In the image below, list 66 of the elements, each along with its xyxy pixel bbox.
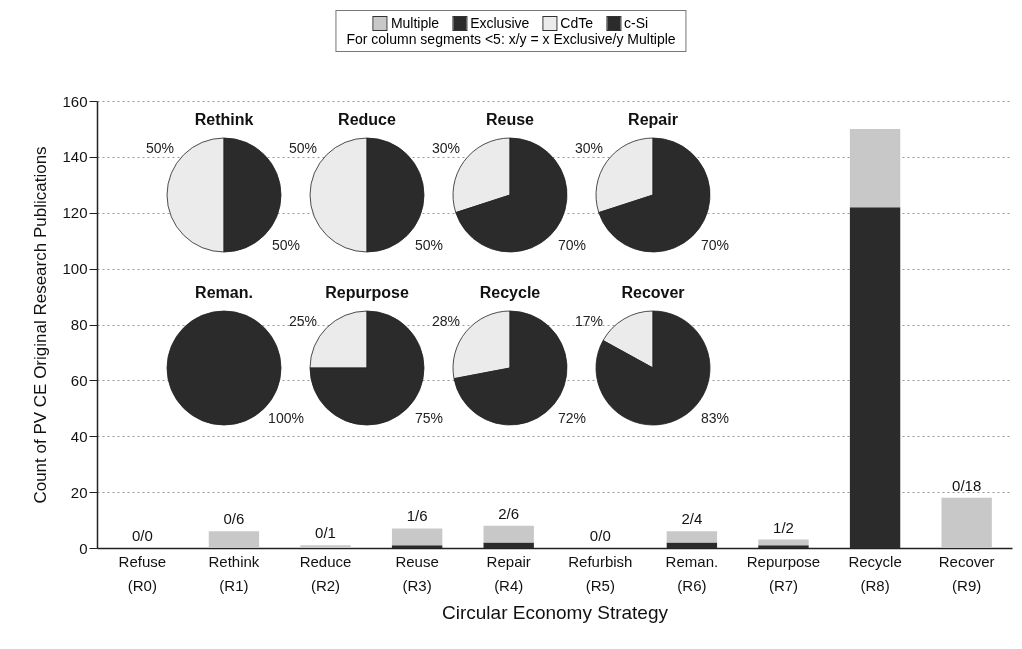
y-tick-label: 40 [70,427,88,445]
annotation: 2/6 [498,504,520,522]
data-label: 75% [414,410,444,426]
y-axis-title: Count of PV CE Original Research Publications [31,146,51,504]
chart-title: Reman. [195,284,253,302]
text: Rethink [194,111,254,129]
legend-label: Exclusive [470,15,530,31]
chart-title: Reuse [485,111,535,129]
bar [849,128,901,208]
data-label: 50% [145,140,175,156]
x-tick-label: Refuse (R0) [118,552,167,594]
data-label: 25% [288,313,318,329]
chart-title: Repair [628,111,678,129]
x-tick-label: Reduce (R2) [299,552,352,594]
y-tick-label: 80 [70,316,88,333]
annotation: 0/0 [589,527,611,544]
x-tick-label: Rethink (R1) [208,552,260,594]
data-label: 72% [557,410,587,426]
x-tick-label: Repair (R4) [486,552,531,594]
chart-title: Reduce [338,111,396,129]
chart-title: Recover [621,284,685,302]
bar [483,525,534,543]
data-label: 83% [700,410,730,426]
data-label: 100% [268,410,304,426]
y-tick-label: 0 [79,539,88,557]
x-axis-title: Circular Economy Strategy [442,601,669,623]
annotation: 0/18 [952,476,982,494]
annotation: 0/0 [131,527,153,544]
data-label: 28% [431,313,461,329]
bar [941,497,992,548]
annotation: 1/2 [773,518,794,536]
annotation: 1/6 [406,507,428,525]
data-label: 50% [288,140,318,156]
x-tick-label: Reman. (R6) [665,552,719,594]
bar [208,531,260,548]
annotation: 0/1 [315,524,336,542]
chart-title: Repurpose [325,284,409,302]
y-tick-label: 100 [62,260,88,278]
data-label: 70% [700,237,730,253]
legend-label: Multiple [390,15,440,31]
bar [666,531,718,543]
x-tick-label: Recover (R9) [938,552,995,594]
annotation: 0/6 [223,510,245,528]
data-label: 17% [574,313,604,329]
legend-label: c-Si [623,15,649,31]
data-label: 50% [271,237,301,253]
data-label: 30% [431,140,461,156]
bar [300,545,351,548]
bar [758,539,809,546]
data-label: 70% [557,237,587,253]
x-tick-label: Reuse (R3) [395,552,439,594]
x-tick-label: Recycle (R8) [848,552,902,594]
y-tick-label: 160 [62,92,88,110]
y-tick-label: 20 [70,483,88,501]
annotation: 2/4 [681,510,703,528]
text: For column segments <5: x/y = x Exclusive/y Multiple [346,31,676,47]
data-label: 30% [574,140,604,156]
legend-label: CdTe [560,15,593,31]
data-label: 50% [414,237,444,253]
bar [391,528,443,546]
x-tick-label: Repurpose (R7) [746,552,821,594]
y-tick-label: 140 [62,148,88,166]
x-tick-label: Refurbish (R5) [568,552,633,594]
chart-title: Recycle [479,284,541,302]
y-tick-label: 60 [70,371,88,389]
y-tick-label: 120 [62,204,88,222]
